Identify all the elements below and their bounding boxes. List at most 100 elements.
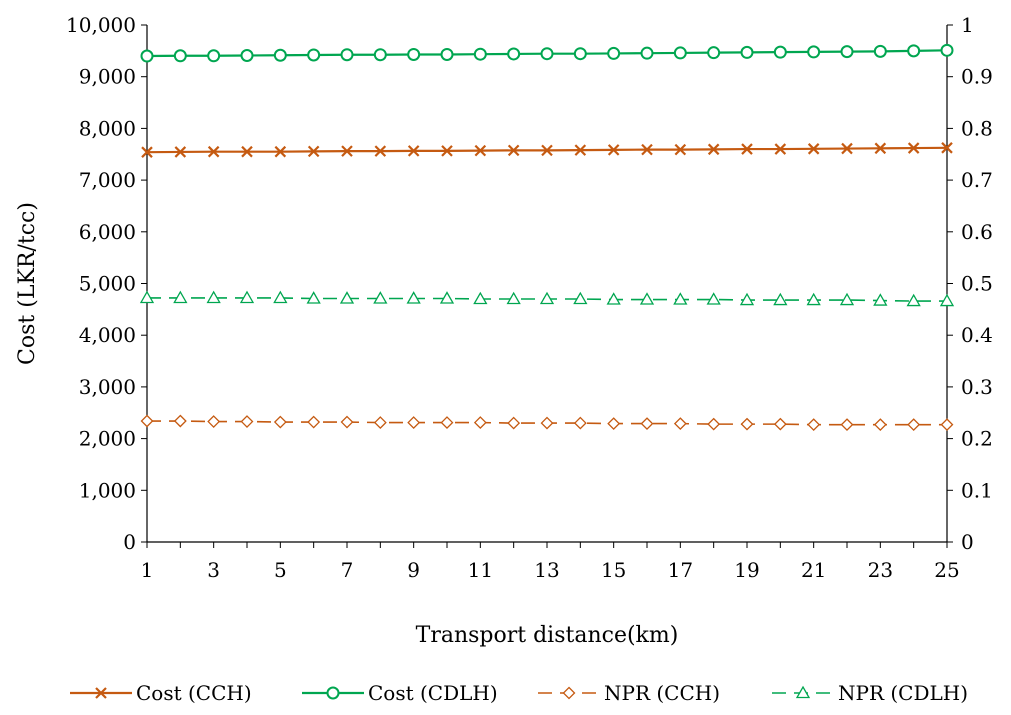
data-point bbox=[573, 47, 587, 61]
y2-tick-label: 0.5 bbox=[961, 272, 993, 296]
y-tick-label: 6,000 bbox=[79, 220, 136, 244]
y-tick-label: 0 bbox=[123, 530, 136, 554]
data-point bbox=[873, 44, 887, 58]
data-point bbox=[873, 418, 887, 432]
data-point bbox=[140, 49, 154, 63]
legend-label: NPR (CCH) bbox=[604, 681, 720, 705]
data-point bbox=[773, 292, 788, 306]
y-tick-label: 5,000 bbox=[79, 272, 136, 296]
data-point bbox=[740, 45, 754, 59]
x-tick-label: 17 bbox=[668, 558, 693, 582]
data-point bbox=[340, 48, 354, 62]
data-point bbox=[507, 144, 520, 157]
data-point bbox=[507, 47, 521, 61]
data-point bbox=[806, 292, 821, 306]
data-point bbox=[473, 47, 487, 61]
y-tick-label: 7,000 bbox=[79, 168, 136, 192]
y2-tick-label: 0.2 bbox=[961, 427, 993, 451]
legend-marker bbox=[95, 687, 107, 699]
data-point bbox=[274, 145, 287, 158]
y-axis-title: Cost (LKR/tcc) bbox=[15, 202, 40, 365]
data-point bbox=[606, 292, 621, 305]
y2-tick-label: 1 bbox=[961, 13, 974, 37]
y2-tick-label: 0.3 bbox=[961, 375, 993, 399]
data-point bbox=[139, 290, 155, 304]
legend-marker bbox=[795, 685, 811, 699]
data-point bbox=[540, 47, 554, 61]
data-point bbox=[907, 44, 921, 58]
data-point bbox=[706, 292, 721, 305]
data-point bbox=[873, 293, 888, 306]
data-point bbox=[407, 47, 421, 61]
data-point bbox=[773, 417, 787, 431]
data-point bbox=[307, 415, 321, 429]
x-tick-label: 25 bbox=[934, 558, 959, 582]
y2-tick-label: 0.1 bbox=[961, 478, 993, 502]
y-tick-label: 4,000 bbox=[79, 323, 136, 347]
legend-item: Cost (CDLH) bbox=[302, 681, 498, 705]
data-point bbox=[939, 293, 955, 307]
data-point bbox=[473, 416, 487, 429]
data-point bbox=[241, 145, 253, 158]
data-point bbox=[239, 290, 255, 304]
data-point bbox=[639, 292, 655, 305]
data-point bbox=[739, 292, 755, 306]
x-tick-label: 11 bbox=[468, 558, 493, 582]
x-tick-label: 9 bbox=[407, 558, 420, 582]
data-point bbox=[341, 145, 353, 157]
data-point bbox=[673, 292, 688, 305]
data-point bbox=[474, 144, 487, 157]
data-point bbox=[807, 143, 820, 155]
data-point bbox=[307, 48, 321, 62]
x-tick-label: 23 bbox=[868, 558, 893, 582]
x-tick-label: 15 bbox=[601, 558, 626, 582]
data-point bbox=[707, 143, 720, 156]
data-point bbox=[807, 418, 821, 432]
data-point bbox=[773, 45, 787, 59]
data-point bbox=[406, 291, 421, 304]
y-tick-label: 2,000 bbox=[79, 427, 136, 451]
legend-label: Cost (CDLH) bbox=[368, 681, 498, 705]
y2-tick-label: 0.4 bbox=[961, 323, 993, 347]
x-tick-label: 13 bbox=[534, 558, 559, 582]
data-point bbox=[173, 290, 188, 304]
data-point bbox=[674, 143, 687, 156]
data-point bbox=[573, 416, 587, 430]
data-point bbox=[307, 145, 320, 158]
y-tick-label: 8,000 bbox=[79, 116, 136, 140]
series-0 bbox=[141, 142, 953, 158]
data-point bbox=[340, 415, 354, 429]
x-tick-label: 1 bbox=[141, 558, 154, 582]
legend-label: Cost (CCH) bbox=[136, 681, 252, 705]
data-point bbox=[540, 416, 554, 430]
data-point bbox=[140, 414, 154, 428]
data-point bbox=[641, 143, 653, 156]
data-point bbox=[273, 48, 287, 62]
data-point bbox=[607, 46, 621, 60]
data-point bbox=[640, 46, 654, 60]
data-point bbox=[840, 45, 854, 59]
data-point bbox=[807, 45, 821, 59]
data-point bbox=[607, 417, 621, 431]
data-point bbox=[207, 145, 220, 158]
x-tick-label: 5 bbox=[274, 558, 287, 582]
data-point bbox=[407, 145, 420, 157]
data-point bbox=[206, 290, 221, 304]
chart-series bbox=[139, 43, 955, 432]
data-point bbox=[673, 46, 687, 60]
series-1 bbox=[140, 43, 954, 63]
data-point bbox=[440, 47, 454, 61]
data-point bbox=[441, 145, 453, 157]
data-point bbox=[740, 417, 754, 431]
x-axis-title: Transport distance(km) bbox=[416, 623, 679, 648]
x-tick-label: 21 bbox=[801, 558, 826, 582]
data-point bbox=[407, 416, 421, 429]
data-point bbox=[440, 416, 454, 429]
data-point bbox=[774, 143, 787, 155]
data-point bbox=[839, 292, 855, 306]
data-point bbox=[240, 49, 254, 63]
series-2 bbox=[140, 414, 954, 432]
x-tick-label: 19 bbox=[734, 558, 759, 582]
data-point bbox=[339, 291, 355, 304]
y2-tick-label: 0.8 bbox=[961, 116, 993, 140]
